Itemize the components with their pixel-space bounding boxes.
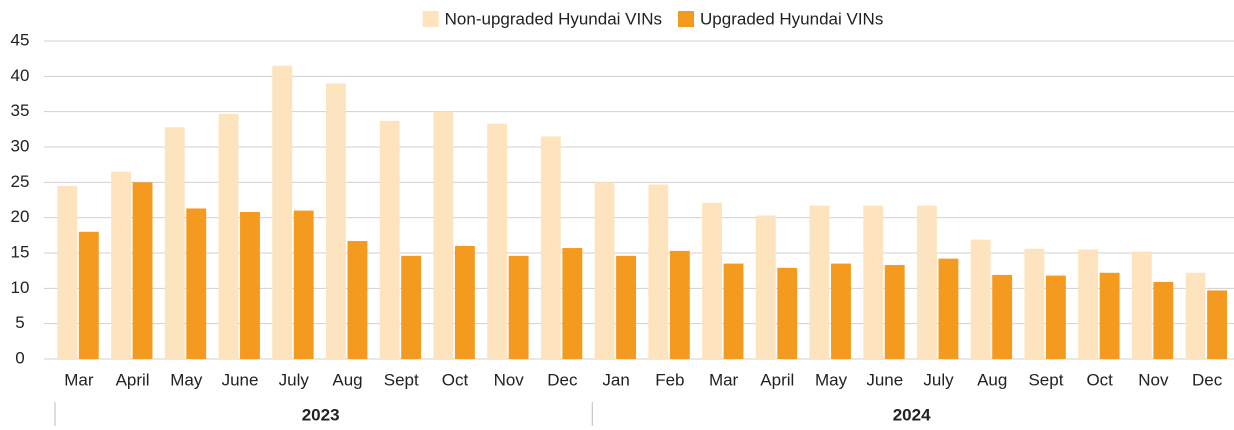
y-tick-label: 45 <box>11 30 30 49</box>
bar <box>1153 281 1174 359</box>
x-tick-label: Sept <box>1028 370 1063 389</box>
x-tick-label: Dec <box>547 370 578 389</box>
legend-label: Upgraded Hyundai VINs <box>700 9 883 28</box>
bar <box>831 263 851 359</box>
bar <box>777 267 798 359</box>
x-tick-label: Aug <box>977 370 1007 389</box>
y-tick-label: 0 <box>15 348 24 367</box>
bar <box>809 205 830 359</box>
bar <box>884 265 905 359</box>
bar <box>186 208 207 359</box>
bar <box>326 83 346 360</box>
x-tick-label: June <box>866 370 903 389</box>
x-tick-label: Oct <box>1086 370 1113 389</box>
bar <box>1099 272 1120 359</box>
y-tick-label: 25 <box>11 172 30 191</box>
bar <box>594 182 615 359</box>
bar <box>218 113 239 359</box>
y-tick-label: 5 <box>15 313 24 332</box>
bar <box>616 255 637 359</box>
bar <box>863 205 884 359</box>
bar <box>1207 290 1228 359</box>
bar <box>723 263 744 359</box>
bar <box>938 258 959 359</box>
x-tick-label: Sept <box>384 370 419 389</box>
x-tick-label: July <box>279 370 310 389</box>
bar <box>164 127 185 359</box>
x-tick-label: April <box>760 370 794 389</box>
bar <box>78 231 99 359</box>
bar <box>379 120 400 359</box>
bar <box>433 111 454 360</box>
y-tick-label: 40 <box>11 66 30 85</box>
bar <box>111 171 131 359</box>
x-tick-label: Dec <box>1192 370 1223 389</box>
legend-swatch <box>678 11 695 27</box>
bar <box>1185 272 1206 359</box>
bar <box>669 250 690 359</box>
y-tick-label: 10 <box>11 278 30 297</box>
bar <box>401 255 422 359</box>
x-tick-label: May <box>170 370 203 389</box>
bar <box>970 239 991 359</box>
bar <box>454 245 475 359</box>
bar <box>272 65 293 359</box>
x-tick-label: July <box>923 370 954 389</box>
bar <box>1045 275 1066 359</box>
x-tick-label: Nov <box>494 370 525 389</box>
bar <box>648 184 669 359</box>
x-tick-label: June <box>222 370 259 389</box>
y-tick-label: 20 <box>11 207 30 226</box>
bar <box>917 205 937 359</box>
y-tick-label: 15 <box>11 242 30 261</box>
bar <box>755 215 776 359</box>
bar <box>57 185 78 359</box>
bar <box>487 123 508 360</box>
legend-swatch <box>422 11 439 27</box>
bar <box>508 255 529 359</box>
bar <box>1024 248 1045 359</box>
x-tick-label: Mar <box>709 370 739 389</box>
x-tick-label: Mar <box>64 370 94 389</box>
x-tick-label: Feb <box>655 370 684 389</box>
bar <box>347 240 368 359</box>
y-tick-label: 35 <box>11 101 30 120</box>
x-tick-label: Nov <box>1138 370 1169 389</box>
x-tick-label: Oct <box>442 370 469 389</box>
bar <box>240 212 260 359</box>
bar <box>540 136 561 359</box>
year-label: 2024 <box>893 405 931 424</box>
x-tick-label: Aug <box>332 370 362 389</box>
y-tick-label: 30 <box>11 136 30 155</box>
legend-label: Non-upgraded Hyundai VINs <box>445 9 662 28</box>
bar <box>132 182 153 359</box>
x-tick-label: Jan <box>602 370 629 389</box>
x-tick-label: April <box>116 370 150 389</box>
bar <box>702 202 722 359</box>
bar <box>1078 249 1099 359</box>
bar <box>1131 251 1152 359</box>
bar <box>992 274 1013 359</box>
bar <box>562 248 583 359</box>
bar <box>293 210 314 359</box>
x-tick-label: May <box>815 370 848 389</box>
year-label: 2023 <box>302 405 340 424</box>
